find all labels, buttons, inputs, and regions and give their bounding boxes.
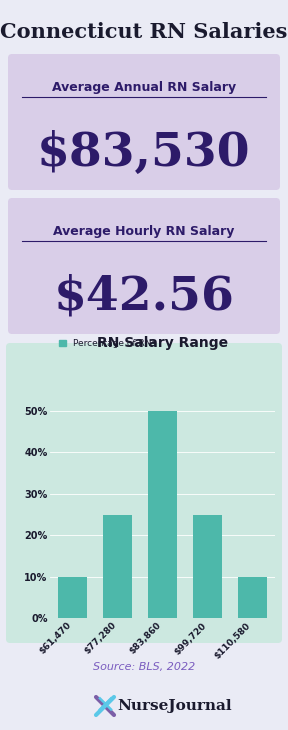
- Text: Connecticut RN Salaries: Connecticut RN Salaries: [0, 22, 288, 42]
- Text: $83,530: $83,530: [37, 130, 251, 176]
- Title: RN Salary Range: RN Salary Range: [97, 337, 228, 350]
- Bar: [238, 577, 267, 618]
- Text: Average Hourly RN Salary: Average Hourly RN Salary: [53, 225, 235, 237]
- FancyBboxPatch shape: [8, 54, 280, 190]
- FancyBboxPatch shape: [8, 198, 280, 334]
- Legend: Percentage of RNs: Percentage of RNs: [59, 339, 156, 348]
- Text: Average Annual RN Salary: Average Annual RN Salary: [52, 80, 236, 93]
- Text: NurseJournal: NurseJournal: [118, 699, 232, 713]
- Text: Source: BLS, 2022: Source: BLS, 2022: [93, 662, 195, 672]
- Bar: [58, 577, 88, 618]
- Text: ✕: ✕: [94, 694, 115, 718]
- Text: $42.56: $42.56: [54, 273, 234, 319]
- Bar: [193, 515, 222, 618]
- FancyBboxPatch shape: [6, 343, 282, 643]
- Bar: [148, 411, 177, 618]
- Bar: [103, 515, 132, 618]
